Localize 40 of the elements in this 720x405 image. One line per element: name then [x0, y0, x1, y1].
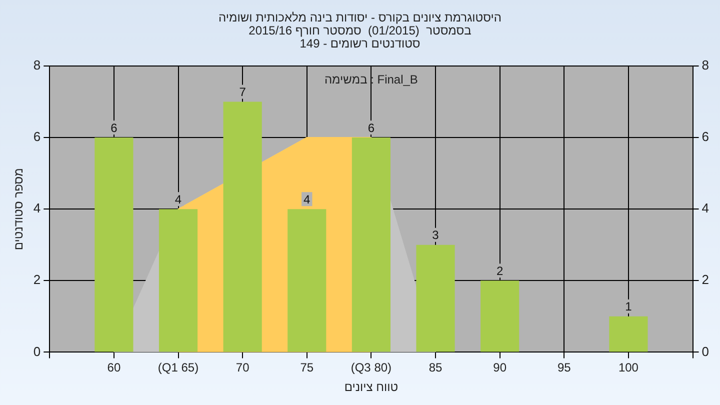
annotation: במשימה : Final_B [324, 72, 418, 86]
y2-tick-label: 8 [702, 58, 710, 73]
bar [223, 102, 262, 352]
y2-tick-label: 4 [702, 200, 710, 216]
y-tick-label: 4 [33, 200, 41, 216]
y-tick-label: 2 [33, 272, 41, 288]
x-tick-label: 90 [493, 360, 507, 375]
bar [352, 138, 390, 352]
x-tick-label: 70 [236, 360, 250, 375]
y-tick-label: 8 [33, 58, 41, 73]
bar [94, 138, 134, 352]
x-tick-label: (Q3 80) [350, 360, 392, 375]
x-tick-label: 100 [618, 360, 639, 375]
x-tick-label: 85 [428, 360, 443, 375]
y2-tick-label: 2 [702, 272, 710, 288]
x-tick-label: 75 [300, 360, 314, 375]
bar [609, 316, 648, 352]
data-label: 6 [110, 120, 118, 135]
y2-tick-label: 0 [702, 344, 710, 359]
data-label: 1 [625, 300, 632, 314]
data-label: 4 [304, 192, 311, 206]
x-tick-label: 95 [557, 360, 572, 375]
data-label: 2 [496, 264, 504, 278]
bar [288, 209, 326, 352]
x-tick-label: (Q1 65) [158, 360, 199, 375]
y-tick-label: 0 [33, 344, 41, 359]
data-label: 7 [239, 85, 246, 100]
y-tick-label: 6 [33, 129, 41, 144]
chart-title: היסטוגרמת ציונים בקורס - יסודות בינה מלאכותית ושומיה [218, 10, 502, 24]
x-tick-label: 60 [107, 360, 121, 375]
bar [480, 280, 520, 352]
data-label: 6 [368, 120, 375, 135]
y-axis-title: מספר סטודנטים [12, 168, 26, 250]
y2-tick-label: 6 [702, 129, 710, 144]
chart-subtitle: בסמסטר (01/2015) סמסטר חורף 2015/16 סטודנטים רשומים - 149 [248, 23, 472, 50]
bar [416, 244, 455, 352]
data-label: 3 [432, 228, 440, 242]
data-label: 4 [174, 192, 182, 206]
bar [158, 209, 198, 352]
x-axis-title: טווח ציונים [344, 380, 398, 394]
